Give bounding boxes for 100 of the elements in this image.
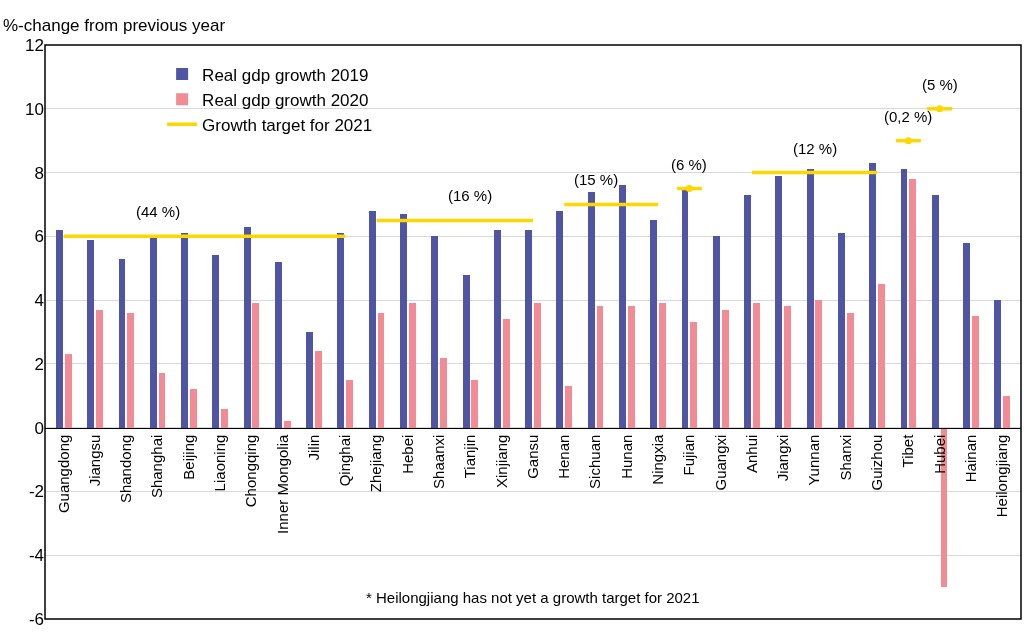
x-tick-label: Shandong xyxy=(117,434,135,504)
bar xyxy=(159,373,165,428)
x-tick-label: Gansu xyxy=(523,434,541,479)
x-tick-label: Sichuan xyxy=(586,434,604,489)
bar xyxy=(494,230,501,428)
bar xyxy=(378,313,384,428)
bar xyxy=(650,220,657,428)
bar xyxy=(284,421,291,428)
annotation: (0,2 %) xyxy=(884,108,933,125)
bar xyxy=(212,255,219,428)
y-axis-title: %-change from previous year xyxy=(3,16,226,35)
annotation: * Heilongjiang has not yet a growth target for 2021 xyxy=(366,589,700,606)
x-tick-label: Zhejiang xyxy=(367,434,385,493)
bar xyxy=(901,169,907,428)
bar xyxy=(244,227,251,428)
x-tick-label: Beijing xyxy=(179,434,197,480)
bar xyxy=(65,354,72,428)
x-tick-label: Guangdong xyxy=(54,434,72,514)
bar xyxy=(597,306,603,428)
annotation: (16 %) xyxy=(448,187,493,204)
x-tick-label: Hainan xyxy=(961,434,979,483)
bar xyxy=(963,243,970,428)
x-tick-label: Tianjin xyxy=(461,434,479,479)
bar xyxy=(909,179,916,428)
bar xyxy=(409,303,416,428)
bar xyxy=(525,230,532,428)
bar xyxy=(556,211,563,428)
bar xyxy=(619,185,626,428)
x-tick-label: Hunan xyxy=(617,434,635,479)
bar xyxy=(252,303,259,428)
bar xyxy=(306,332,313,428)
bar xyxy=(713,236,720,428)
bar xyxy=(315,351,322,428)
x-tick-label: Tibet xyxy=(899,433,917,468)
y-tick-label: 12 xyxy=(25,35,44,55)
bar xyxy=(471,380,478,428)
bar xyxy=(150,236,157,428)
y-tick-label: -6 xyxy=(28,609,44,629)
bar xyxy=(431,236,438,428)
bar xyxy=(753,303,760,428)
bar xyxy=(588,192,595,428)
bar xyxy=(440,358,447,428)
bar xyxy=(775,176,782,428)
annotation: (15 %) xyxy=(574,171,619,188)
x-tick-label: Guizhou xyxy=(867,434,885,491)
y-tick-label: 6 xyxy=(34,227,44,247)
x-tick-label: Jilin xyxy=(304,434,322,461)
annotation: (12 %) xyxy=(793,140,838,157)
annotation: (6 %) xyxy=(671,156,707,173)
y-tick-label: -4 xyxy=(28,546,44,566)
bar xyxy=(628,306,635,428)
x-tick-label: Liaoning xyxy=(211,434,229,492)
y-tick-label: 0 xyxy=(34,418,44,438)
legend-label: Growth target for 2021 xyxy=(202,115,373,135)
bar xyxy=(221,409,228,428)
bar xyxy=(994,300,1001,428)
bar xyxy=(784,306,791,428)
bar xyxy=(690,322,697,428)
bar xyxy=(346,380,353,428)
bar xyxy=(815,300,822,428)
x-tick-label: Hebei xyxy=(398,434,416,474)
bar xyxy=(878,284,885,428)
x-tick-label: Inner Mongolia xyxy=(273,434,291,534)
x-tick-label: Heilongjiang xyxy=(993,434,1011,518)
bar xyxy=(565,386,572,428)
x-tick-label: Qinghai xyxy=(336,434,354,487)
x-tick-label: Yunnan xyxy=(805,434,823,486)
y-tick-label: 10 xyxy=(25,99,44,119)
y-tick-label: 8 xyxy=(34,163,44,183)
x-tick-label: Guangxi xyxy=(711,434,729,491)
annotation: (5 %) xyxy=(922,76,958,93)
legend-label: Real gdp growth 2020 xyxy=(202,90,369,110)
x-tick-label: Shaanxi xyxy=(430,434,448,489)
bar xyxy=(1003,396,1010,428)
x-tick-label: Henan xyxy=(555,434,573,479)
x-tick-label: Jiangsu xyxy=(85,434,103,487)
bar xyxy=(87,240,94,428)
annotation: (44 %) xyxy=(136,203,181,220)
bar xyxy=(534,303,541,428)
bar xyxy=(96,310,103,428)
bar xyxy=(463,275,470,428)
bar xyxy=(369,211,376,428)
bar xyxy=(127,313,134,428)
bar xyxy=(190,389,197,428)
bar xyxy=(56,230,63,428)
bar xyxy=(972,316,979,428)
x-tick-label: Shanghai xyxy=(148,434,166,499)
y-tick-label: -2 xyxy=(28,482,44,502)
x-tick-label: Jiangxi xyxy=(774,434,792,482)
bar xyxy=(869,163,876,428)
bar xyxy=(744,195,751,428)
bar xyxy=(682,189,688,428)
x-tick-label: Anhui xyxy=(742,434,760,474)
x-tick-label: Fujian xyxy=(680,434,698,476)
y-tick-label: 2 xyxy=(34,354,44,374)
bar xyxy=(275,262,282,428)
legend-label: Real gdp growth 2019 xyxy=(202,65,369,85)
bar xyxy=(838,233,845,428)
x-tick-label: Chongqing xyxy=(242,434,260,508)
bar xyxy=(119,259,125,428)
